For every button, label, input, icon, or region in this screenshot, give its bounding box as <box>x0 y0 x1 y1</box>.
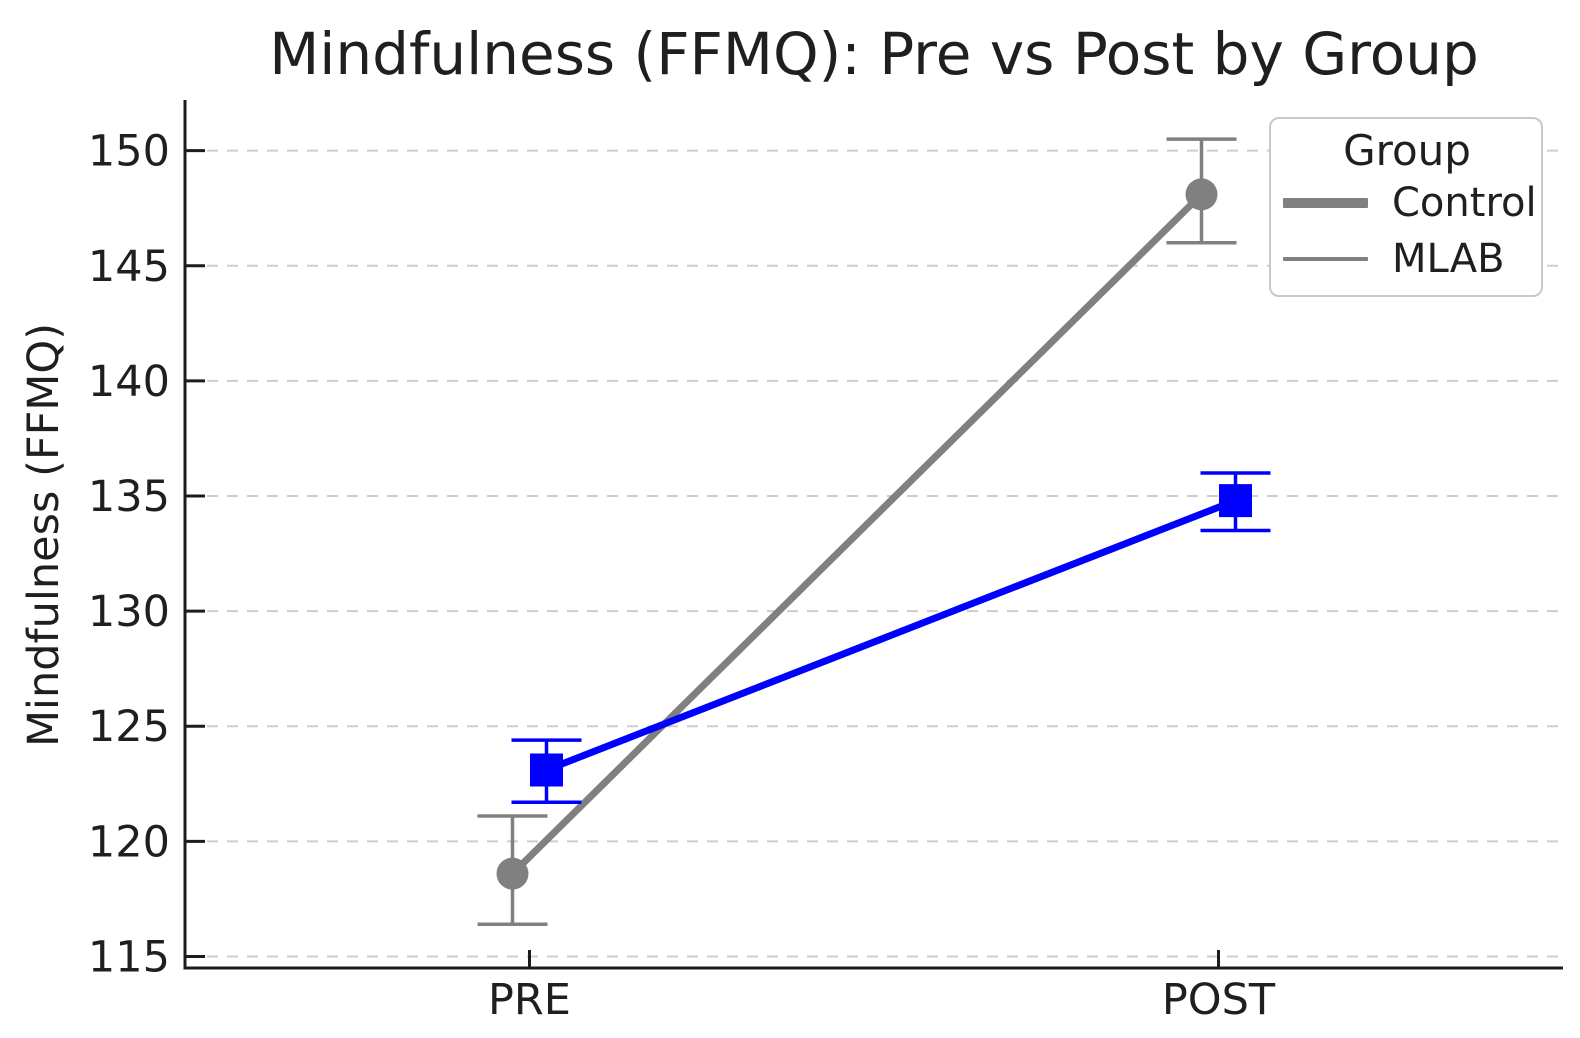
legend-entry-control: Control <box>1283 175 1537 231</box>
series-line-control <box>509 190 1205 878</box>
marker-control-pre <box>496 857 529 890</box>
legend-label: Control <box>1392 180 1537 226</box>
chart-title: Mindfulness (FFMQ): Pre vs Post by Group <box>269 20 1479 88</box>
marker-mlab-post <box>1219 484 1252 518</box>
y-tick-label: 140 <box>88 357 170 407</box>
y-tick-label: 125 <box>88 702 170 752</box>
series-line-mlab <box>543 497 1239 774</box>
y-tick-label: 130 <box>88 587 170 637</box>
legend-label: MLAB <box>1392 236 1505 282</box>
y-tick-label: 150 <box>88 127 170 177</box>
marker-control-post <box>1185 178 1218 211</box>
marker-mlab-pre <box>530 753 563 787</box>
legend-entries: Control MLAB <box>1283 175 1537 287</box>
x-tick-label: PRE <box>488 975 571 1025</box>
thick-line-swatch <box>1283 198 1368 208</box>
y-tick-label: 120 <box>88 817 170 867</box>
legend-entry-mlab: MLAB <box>1283 231 1531 287</box>
x-tick-label: POST <box>1162 975 1276 1025</box>
legend-title: Group <box>1343 126 1471 175</box>
y-tick-label: 135 <box>88 472 170 522</box>
legend: Group Control MLAB <box>1269 117 1543 297</box>
thin-line-swatch <box>1283 257 1368 261</box>
y-tick-label: 115 <box>88 932 170 982</box>
y-tick-label: 145 <box>88 242 170 292</box>
